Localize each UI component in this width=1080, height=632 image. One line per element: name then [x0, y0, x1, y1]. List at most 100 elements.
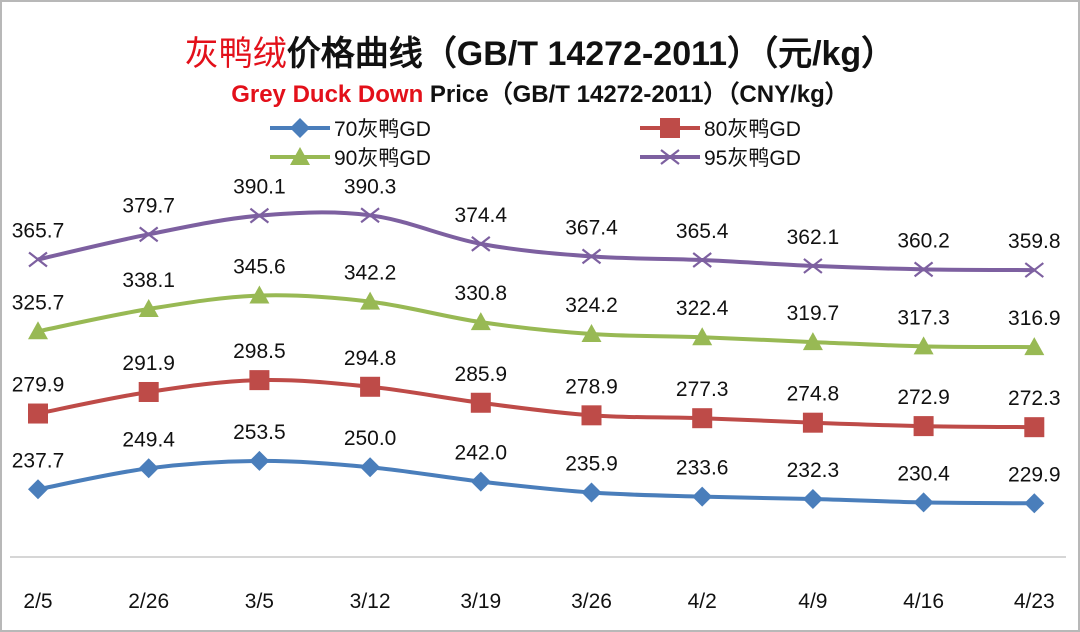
data-label: 291.9	[122, 352, 175, 375]
data-label: 272.9	[897, 386, 950, 409]
data-label: 317.3	[897, 306, 950, 329]
data-label: 345.6	[233, 256, 286, 279]
data-label: 324.2	[565, 294, 618, 317]
data-label: 319.7	[787, 302, 840, 325]
data-label: 233.6	[676, 457, 729, 480]
data-point-marker	[802, 489, 823, 510]
data-point-marker	[581, 323, 602, 342]
data-label: 325.7	[12, 291, 65, 314]
data-label: 250.0	[344, 427, 397, 450]
data-label: 272.3	[1008, 387, 1061, 410]
data-label: 285.9	[455, 363, 508, 386]
legend-marker	[660, 149, 680, 165]
data-label: 278.9	[565, 375, 618, 398]
data-label: 365.7	[12, 219, 65, 242]
data-label: 362.1	[787, 226, 840, 249]
data-point-marker	[360, 376, 381, 397]
data-point-marker	[803, 258, 823, 274]
title-cn-rest: 价格曲线（GB/T 14272-2011）（元/kg）	[286, 35, 896, 73]
data-point-marker	[470, 471, 491, 492]
data-point-marker	[581, 248, 602, 265]
data-label: 253.5	[233, 421, 286, 444]
data-label: 274.8	[787, 383, 840, 406]
data-point-marker	[470, 312, 491, 331]
data-point-marker	[1024, 337, 1045, 356]
x-tick-label: 3/12	[350, 590, 391, 613]
data-point-marker	[1024, 493, 1045, 514]
data-point-marker	[802, 332, 823, 351]
data-point-marker	[470, 392, 491, 413]
data-label: 365.4	[676, 220, 729, 243]
data-label: 279.9	[12, 374, 65, 397]
data-point-marker	[28, 403, 48, 424]
data-label: 294.8	[344, 347, 397, 370]
legend-label: 70灰鸭GD	[334, 118, 431, 141]
data-point-marker	[249, 370, 270, 391]
data-point-marker	[249, 285, 270, 304]
series-line-2	[37, 378, 1035, 430]
data-point-marker	[249, 207, 270, 224]
x-tick-label: 3/19	[460, 590, 501, 613]
series-line-4	[37, 210, 1035, 273]
data-point-marker	[913, 492, 934, 513]
title-en-highlight: Grey Duck Down	[231, 81, 424, 108]
data-label: 359.8	[1008, 230, 1061, 253]
x-tick-label: 4/16	[903, 590, 944, 613]
legend-label: 95灰鸭GD	[704, 147, 801, 170]
data-label: 330.8	[455, 282, 508, 305]
data-label: 379.7	[122, 194, 175, 217]
data-point-marker	[360, 457, 381, 478]
data-label: 390.1	[233, 176, 286, 199]
data-point-marker	[28, 479, 48, 500]
x-tick-label: 3/5	[245, 590, 274, 613]
x-tick-label: 2/5	[23, 590, 52, 613]
data-point-marker	[802, 412, 823, 433]
chart-title-en: Grey Duck Down Price（GB/T 14272-2011）（CN…	[0, 74, 1080, 109]
data-point-marker	[913, 261, 934, 278]
x-tick-label: 4/2	[688, 590, 717, 613]
title-cn-highlight: 灰鸭绒	[184, 35, 287, 73]
data-label: 230.4	[897, 462, 950, 485]
data-label: 249.4	[122, 428, 175, 451]
data-label: 342.2	[344, 262, 397, 285]
data-point-marker	[139, 226, 159, 243]
data-label: 374.4	[455, 204, 508, 227]
data-label: 367.4	[565, 216, 618, 239]
data-label: 229.9	[1008, 463, 1061, 486]
data-point-marker	[360, 291, 381, 310]
data-label: 232.3	[787, 459, 840, 482]
data-label: 235.9	[565, 453, 618, 476]
data-label: 242.0	[455, 442, 508, 465]
data-label: 360.2	[897, 229, 950, 252]
chart-title-cn: 灰鸭绒价格曲线（GB/T 14272-2011）（元/kg）	[0, 26, 1080, 75]
data-point-marker	[692, 408, 713, 429]
data-point-marker	[249, 450, 270, 471]
legend-label: 90灰鸭GD	[334, 147, 431, 170]
data-label: 322.4	[676, 297, 729, 320]
data-point-marker	[692, 327, 713, 346]
data-label: 316.9	[1008, 307, 1061, 330]
series-line-3	[37, 293, 1035, 350]
data-point-marker	[28, 251, 48, 268]
data-label: 338.1	[122, 269, 175, 292]
x-tick-label: 4/23	[1014, 590, 1055, 613]
series-line-1	[37, 458, 1035, 506]
data-point-marker	[360, 207, 380, 224]
x-tick-label: 4/9	[798, 590, 827, 613]
x-tick-label: 2/26	[128, 590, 169, 613]
data-point-marker	[913, 416, 934, 437]
legend-marker	[290, 118, 310, 138]
data-point-marker	[913, 336, 934, 355]
data-point-marker	[28, 321, 48, 340]
x-tick-label: 3/26	[571, 590, 612, 613]
title-en-rest: Price（GB/T 14272-2011）（CNY/kg）	[423, 81, 849, 108]
data-point-marker	[138, 381, 159, 402]
data-point-marker	[581, 482, 602, 503]
data-point-marker	[692, 252, 712, 268]
data-point-marker	[1024, 417, 1045, 438]
data-point-marker	[471, 235, 491, 252]
data-point-marker	[581, 405, 602, 426]
data-point-marker	[692, 486, 713, 507]
